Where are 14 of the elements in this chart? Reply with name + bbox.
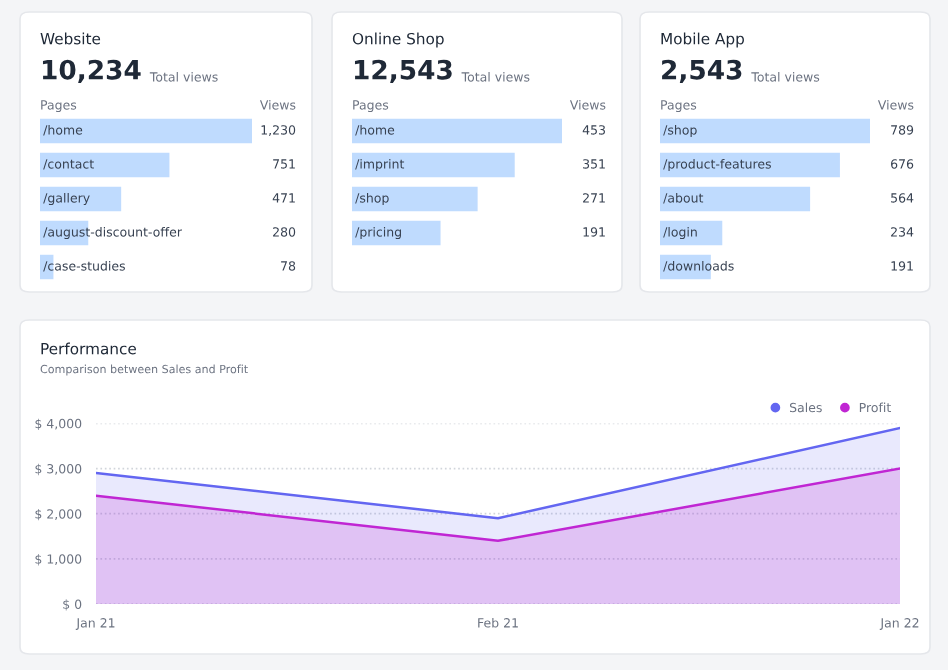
bar [352, 152, 515, 178]
bar [352, 118, 562, 144]
bar [660, 118, 870, 144]
chart-subtitle: 2,543 [662, 59, 742, 84]
bar [660, 186, 811, 212]
chart-subtitle: 12,543 [354, 59, 452, 84]
bar [660, 220, 723, 246]
bar [40, 118, 252, 144]
chart-subtitle: 10,234 [42, 59, 141, 84]
bar [660, 152, 840, 178]
bar [352, 220, 441, 246]
bar [40, 152, 170, 178]
bar [40, 186, 122, 212]
bar [352, 186, 478, 212]
